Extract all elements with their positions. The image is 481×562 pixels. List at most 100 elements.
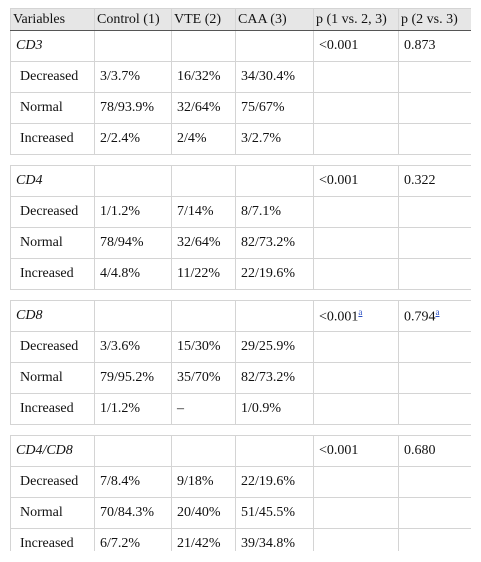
footnote-link[interactable]: a (358, 306, 363, 317)
value-cell: 3/2.7% (235, 123, 314, 155)
p-value-cell: <0.001 (313, 165, 399, 197)
empty-cell (171, 30, 236, 62)
value-cell: – (171, 393, 236, 425)
p-value: 0.680 (404, 443, 436, 458)
empty-cell (313, 528, 399, 551)
p-value-cell: <0.001a (313, 300, 399, 332)
empty-cell (398, 196, 471, 228)
value-cell: 78/94% (94, 227, 172, 259)
empty-cell (313, 497, 399, 529)
p-value-cell: 0.322 (398, 165, 471, 197)
empty-cell (313, 123, 399, 155)
value-cell: 2/4% (171, 123, 236, 155)
value-cell: 4/4.8% (94, 258, 172, 290)
table-body: CD3 <0.001 0.873 Decreased 3/3.7% 16/32% 34/30… (10, 30, 471, 551)
group-label: CD4 (10, 165, 95, 197)
p-value-cell: 0.794a (398, 300, 471, 332)
row-label: Normal (10, 497, 95, 529)
empty-cell (171, 165, 236, 197)
value-cell: 21/42% (171, 528, 236, 551)
empty-cell (313, 331, 399, 363)
value-cell: 29/25.9% (235, 331, 314, 363)
spacer-row (10, 154, 471, 166)
value-cell: 2/2.4% (94, 123, 172, 155)
empty-cell (398, 362, 471, 394)
empty-cell (398, 92, 471, 124)
header-row: Variables Control (1) VTE (2) CAA (3) p (1 v… (10, 8, 471, 31)
empty-cell (398, 123, 471, 155)
value-cell: 35/70% (171, 362, 236, 394)
p-value-cell: <0.001 (313, 435, 399, 467)
empty-cell (94, 165, 172, 197)
value-cell: 32/64% (171, 227, 236, 259)
p-value: 0.794 (404, 309, 436, 325)
empty-cell (235, 165, 314, 197)
value-cell: 32/64% (171, 92, 236, 124)
group-label: CD4/CD8 (10, 435, 95, 467)
empty-cell (94, 300, 172, 332)
value-cell: 16/32% (171, 61, 236, 93)
empty-cell (171, 435, 236, 467)
row-label: Increased (10, 528, 95, 551)
empty-cell (235, 30, 314, 62)
table-container: Variables Control (1) VTE (2) CAA (3) p (1 v… (10, 8, 471, 551)
data-row: Increased 4/4.8% 11/22% 22/19.6% (10, 258, 471, 290)
data-row: Normal 78/93.9% 32/64% 75/67% (10, 92, 471, 124)
spacer-row (10, 424, 471, 436)
row-label: Increased (10, 393, 95, 425)
group-label: CD8 (10, 300, 95, 332)
value-cell: 20/40% (171, 497, 236, 529)
value-cell: 7/8.4% (94, 466, 172, 498)
value-cell: 1/1.2% (94, 393, 172, 425)
data-row: Increased 6/7.2% 21/42% 39/34.8% (10, 528, 471, 551)
empty-cell (313, 362, 399, 394)
spacer-cell (10, 154, 471, 166)
value-cell: 78/93.9% (94, 92, 172, 124)
p-value-cell: 0.680 (398, 435, 471, 467)
empty-cell (313, 92, 399, 124)
header-cell: p (2 vs. 3) (398, 8, 471, 31)
value-cell: 82/73.2% (235, 227, 314, 259)
data-row: Decreased 3/3.6% 15/30% 29/25.9% (10, 331, 471, 363)
row-label: Decreased (10, 331, 95, 363)
spacer-row (10, 289, 471, 301)
p-value: <0.001 (319, 309, 359, 325)
value-cell: 79/95.2% (94, 362, 172, 394)
group-row: CD4 <0.001 0.322 (10, 165, 471, 197)
value-cell: 1/0.9% (235, 393, 314, 425)
header-cell: CAA (3) (235, 8, 314, 31)
empty-cell (235, 435, 314, 467)
empty-cell (313, 393, 399, 425)
p-value: <0.001 (319, 173, 359, 188)
empty-cell (398, 393, 471, 425)
header-cell: Variables (10, 8, 95, 31)
row-label: Normal (10, 362, 95, 394)
p-value-cell: <0.001 (313, 30, 399, 62)
data-row: Normal 79/95.2% 35/70% 82/73.2% (10, 362, 471, 394)
row-label: Decreased (10, 466, 95, 498)
empty-cell (398, 227, 471, 259)
empty-cell (171, 300, 236, 332)
value-cell: 34/30.4% (235, 61, 314, 93)
group-row: CD8 <0.001a 0.794a (10, 300, 471, 332)
value-cell: 51/45.5% (235, 497, 314, 529)
empty-cell (398, 528, 471, 551)
data-row: Normal 78/94% 32/64% 82/73.2% (10, 227, 471, 259)
data-row: Decreased 1/1.2% 7/14% 8/7.1% (10, 196, 471, 228)
footnote-link[interactable]: a (435, 306, 440, 317)
empty-cell (398, 258, 471, 290)
p-value: 0.322 (404, 173, 436, 188)
row-label: Increased (10, 258, 95, 290)
value-cell: 22/19.6% (235, 466, 314, 498)
header-cell: p (1 vs. 2, 3) (313, 8, 399, 31)
empty-cell (313, 227, 399, 259)
value-cell: 75/67% (235, 92, 314, 124)
empty-cell (313, 258, 399, 290)
empty-cell (94, 30, 172, 62)
data-row: Increased 1/1.2% –1/0.9% (10, 393, 471, 425)
value-cell: 6/7.2% (94, 528, 172, 551)
data-table: Variables Control (1) VTE (2) CAA (3) p (1 v… (10, 8, 471, 551)
value-cell: 39/34.8% (235, 528, 314, 551)
value-cell: 15/30% (171, 331, 236, 363)
